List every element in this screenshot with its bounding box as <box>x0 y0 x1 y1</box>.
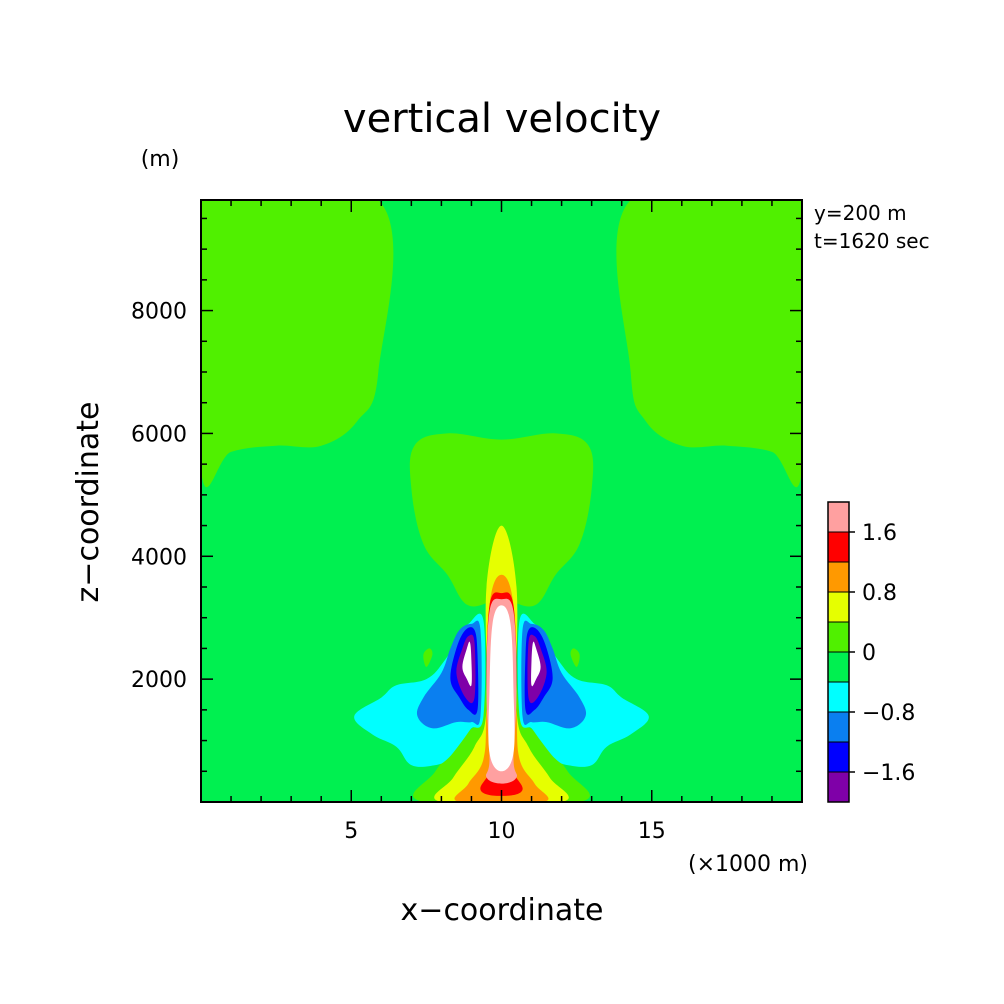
field-region-2 <box>409 433 594 607</box>
field-region-0 <box>201 200 394 488</box>
colorbar-swatch-1 <box>827 741 850 773</box>
colorbar-swatch-5 <box>827 621 850 653</box>
colorbar-swatch-9 <box>827 501 850 533</box>
x-tick-label: 15 <box>638 819 666 844</box>
colorbar-swatch-8 <box>827 531 850 563</box>
colorbar-tick-label: −1.6 <box>862 761 915 786</box>
colorbar-swatch-3 <box>827 681 850 713</box>
y-tick-label: 4000 <box>131 545 187 570</box>
colorbar-tick-label: 0 <box>862 641 876 666</box>
field-region-4 <box>570 648 580 667</box>
colorbar-swatch-2 <box>827 711 850 743</box>
x-tick-label: 5 <box>344 819 358 844</box>
y-axis-label: z−coordinate <box>71 402 106 603</box>
x-unit-label: (×1000 m) <box>688 852 808 877</box>
colorbar-swatch-0 <box>827 771 850 803</box>
x-axis-label: x−coordinate <box>401 893 604 928</box>
colorbar-tick-label: 1.6 <box>862 521 897 546</box>
colorbar-tick-label: 0.8 <box>862 581 897 606</box>
y-tick-label: 8000 <box>131 300 187 325</box>
y-tick-label: 2000 <box>131 668 187 693</box>
chart-title: vertical velocity <box>343 96 661 142</box>
annotation-y: y=200 m <box>814 201 907 225</box>
colorbar-tick-label: −0.8 <box>862 701 915 726</box>
field-region-20 <box>531 641 541 687</box>
field-region-19 <box>462 641 472 687</box>
field-region-1 <box>616 200 802 488</box>
colorbar-swatch-4 <box>827 651 850 683</box>
y-tick-label: 6000 <box>131 422 187 447</box>
velocity-field <box>201 200 802 802</box>
colorbar: −1.6 −0.8 0 0.8 1.6 <box>827 501 915 803</box>
x-tick-label: 10 <box>488 819 516 844</box>
colorbar-swatch-6 <box>827 591 850 623</box>
field-region-3 <box>423 648 433 667</box>
y-unit-label: (m) <box>141 147 180 172</box>
annotation-t: t=1620 sec <box>814 229 930 253</box>
field-region-10 <box>488 605 515 772</box>
colorbar-swatch-7 <box>827 561 850 593</box>
plot-axes: 5 10 15 2000 4000 6000 8000 <box>131 199 803 844</box>
